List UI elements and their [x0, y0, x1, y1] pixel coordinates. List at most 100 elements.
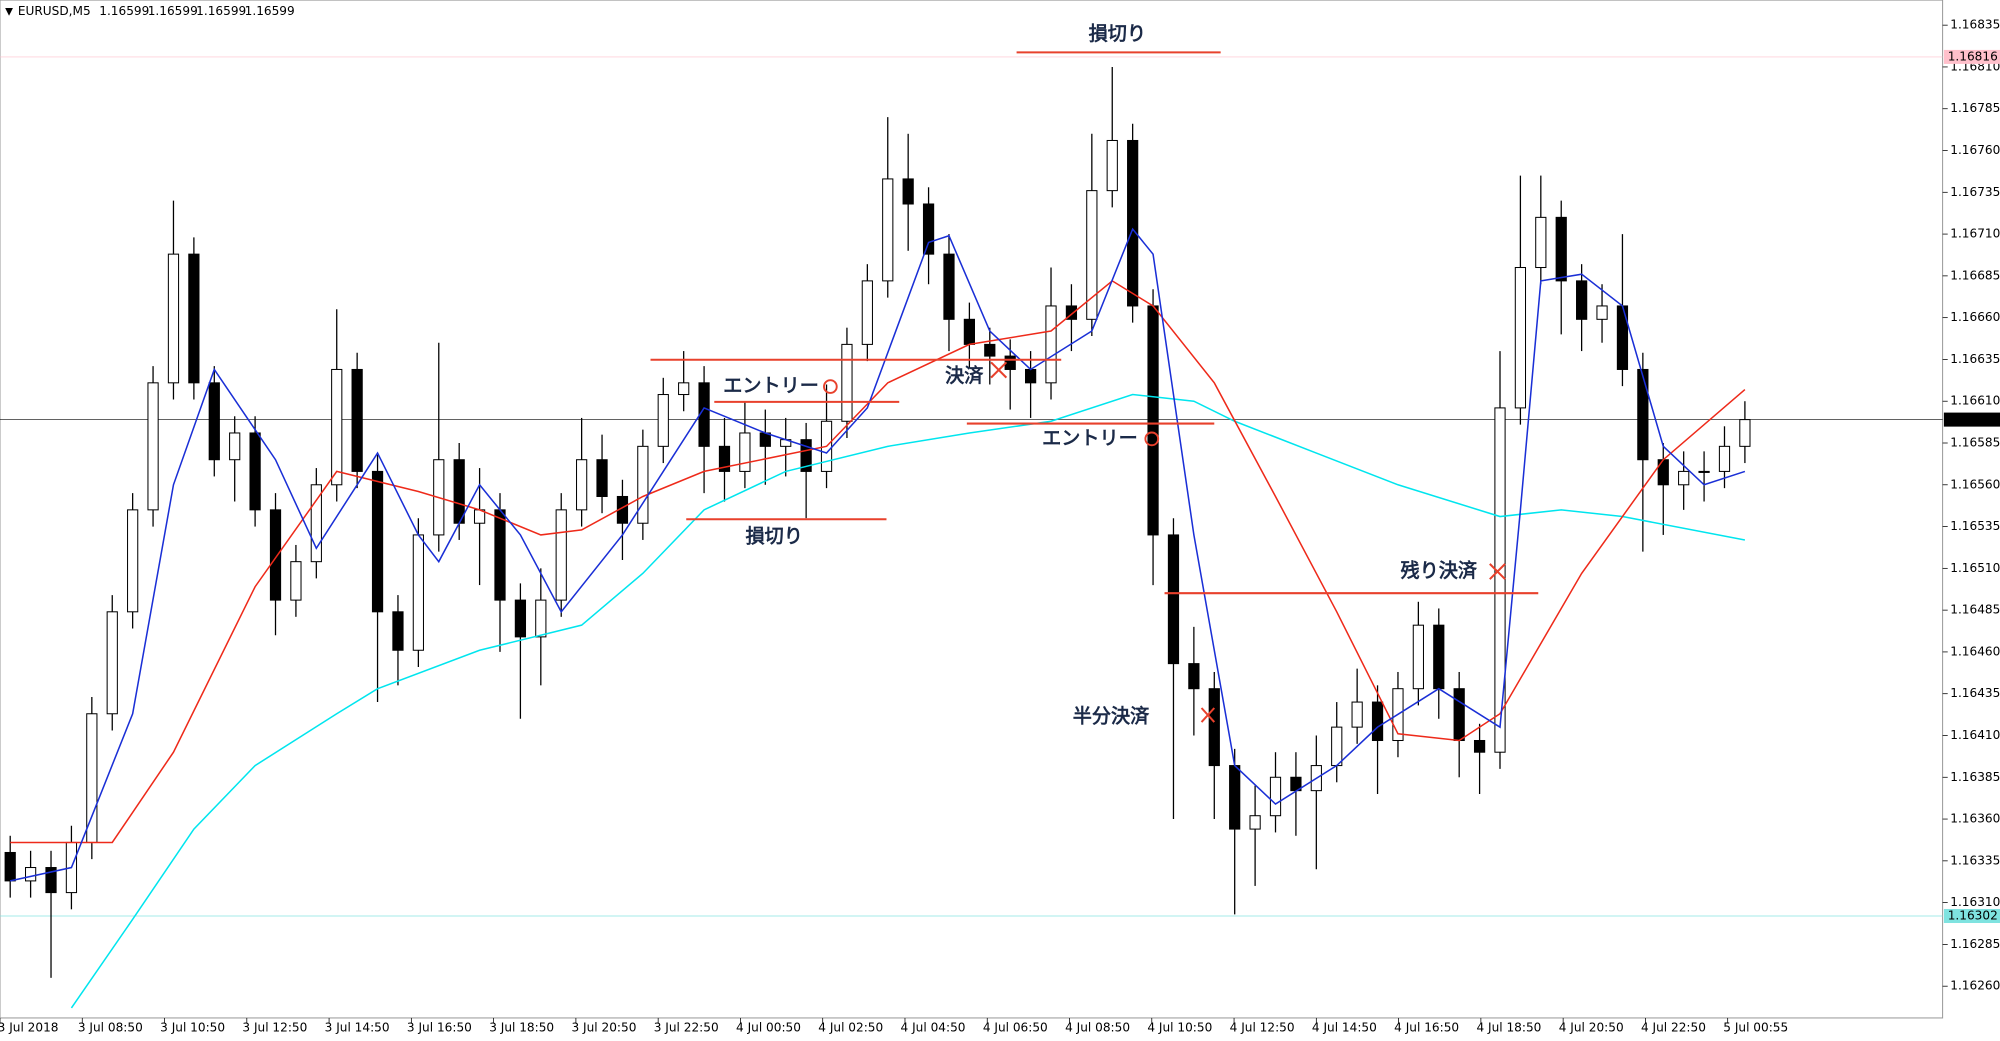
annotation: 損切り	[1089, 22, 1146, 45]
x-tick-label: 4 Jul 06:50	[983, 1021, 1048, 1035]
y-tick-label: 1.16560	[1950, 477, 2000, 491]
menu-arrow[interactable]: ▼	[5, 7, 13, 18]
candle-body	[1086, 190, 1098, 320]
y-tick-label: 1.16660	[1950, 310, 2000, 324]
price-label-box	[1943, 49, 2000, 64]
candle-body	[576, 459, 588, 511]
candle-body	[861, 280, 873, 345]
x-tick-label: 3 Jul 14:50	[325, 1021, 390, 1035]
candle-body	[208, 382, 220, 461]
header-value: 1.16599	[196, 4, 246, 18]
y-tick-label: 1.16535	[1950, 519, 2000, 533]
candle-body	[943, 253, 955, 320]
y-tick-label: 1.16710	[1950, 227, 2000, 241]
candle-body	[4, 851, 16, 882]
candle-body	[1208, 688, 1220, 767]
x-tick-label: 3 Jul 2018	[0, 1021, 58, 1035]
x-tick-label: 4 Jul 12:50	[1230, 1021, 1295, 1035]
symbol-title: EURUSD,M5	[18, 4, 91, 18]
y-tick-label: 1.16635	[1950, 352, 2000, 366]
candle-body	[1433, 624, 1445, 690]
exit-marker	[1200, 707, 1216, 723]
candle-body	[290, 561, 302, 601]
candle-body	[1351, 701, 1363, 728]
candle-body	[188, 253, 200, 384]
x-tick-label: 3 Jul 22:50	[654, 1021, 719, 1035]
candle-body	[922, 203, 935, 255]
x-tick-label: 3 Jul 08:50	[78, 1021, 143, 1035]
candle-body	[249, 432, 261, 511]
candle-body	[596, 459, 608, 497]
exit-marker	[990, 361, 1008, 379]
candle-body	[1229, 765, 1241, 830]
x-tick-label: 4 Jul 08:50	[1065, 1021, 1130, 1035]
candle-body	[331, 368, 343, 486]
candle-body	[1616, 305, 1629, 370]
annotation: 決済	[945, 364, 984, 387]
y-tick-label: 1.16585	[1950, 436, 2000, 450]
candle-body	[657, 394, 669, 447]
header-value: 1.16599	[245, 4, 295, 18]
candle-body	[1412, 624, 1424, 690]
candle-body	[86, 713, 98, 843]
y-tick-label: 1.16310	[1950, 895, 2000, 909]
candle-body	[229, 432, 241, 461]
candle-body	[45, 867, 57, 894]
indicator-line	[70, 393, 1746, 1009]
candle-body	[1494, 407, 1506, 753]
candle-body	[147, 382, 159, 511]
x-tick-label: 4 Jul 02:50	[818, 1021, 883, 1035]
candle-body	[1147, 305, 1159, 536]
indicator-line	[10, 279, 1746, 844]
candle-body	[167, 253, 180, 384]
candle-body	[25, 867, 37, 882]
candle-body	[739, 432, 751, 472]
y-tick-label: 1.16360	[1950, 812, 2000, 826]
candle-body	[678, 382, 690, 396]
candle-body	[984, 343, 996, 357]
x-tick-label: 3 Jul 10:50	[160, 1021, 225, 1035]
candle-body	[1025, 368, 1037, 384]
entry-marker	[1144, 431, 1160, 447]
y-tick-label: 1.16485	[1950, 603, 2000, 617]
candle-body	[351, 368, 363, 472]
header-value: 1.16599	[99, 4, 149, 18]
y-tick-label: 1.16260	[1950, 979, 2000, 993]
header-value: 1.16599	[148, 4, 198, 18]
candle-body	[1269, 776, 1282, 817]
y-tick-label: 1.16760	[1950, 143, 2000, 157]
candle-body	[759, 432, 771, 447]
candle-body	[106, 611, 118, 715]
candle-body	[1249, 815, 1261, 830]
x-tick-label: 5 Jul 00:55	[1723, 1021, 1788, 1035]
y-tick-label: 1.16285	[1950, 937, 2000, 951]
exit-marker	[1489, 563, 1506, 580]
candle-body	[535, 599, 547, 638]
candle-body	[1718, 445, 1731, 472]
candle-body	[882, 178, 894, 282]
x-tick-label: 3 Jul 12:50	[242, 1021, 307, 1035]
x-tick-label: 4 Jul 00:50	[736, 1021, 801, 1035]
x-tick-label: 4 Jul 04:50	[901, 1021, 966, 1035]
annotations: 損切り エントリー 決済 エントリー 損切り 残り決済 半分決済	[650, 22, 1539, 727]
candle-body	[637, 445, 649, 524]
candle-body	[269, 509, 282, 601]
candle-body	[1576, 280, 1588, 320]
y-tick-label: 1.16685	[1950, 268, 2000, 282]
candle-body	[1535, 216, 1547, 269]
y-tick-label: 1.16610	[1950, 394, 2000, 408]
x-tick-label: 3 Jul 20:50	[571, 1021, 636, 1035]
entry-marker	[823, 379, 838, 394]
y-tick-label: 1.16385	[1950, 770, 2000, 784]
price-label: 1.16599	[1948, 412, 1998, 426]
plot-area	[0, 0, 1944, 1019]
y-tick-label: 1.16435	[1950, 686, 2000, 700]
candle-body	[1739, 419, 1751, 447]
candle-body	[127, 509, 139, 613]
x-tick-label: 4 Jul 10:50	[1147, 1021, 1212, 1035]
candle-body	[412, 534, 424, 651]
x-tick-label: 4 Jul 22:50	[1641, 1021, 1706, 1035]
x-tick-label: 4 Jul 16:50	[1394, 1021, 1459, 1035]
x-tick-label: 4 Jul 14:50	[1312, 1021, 1377, 1035]
